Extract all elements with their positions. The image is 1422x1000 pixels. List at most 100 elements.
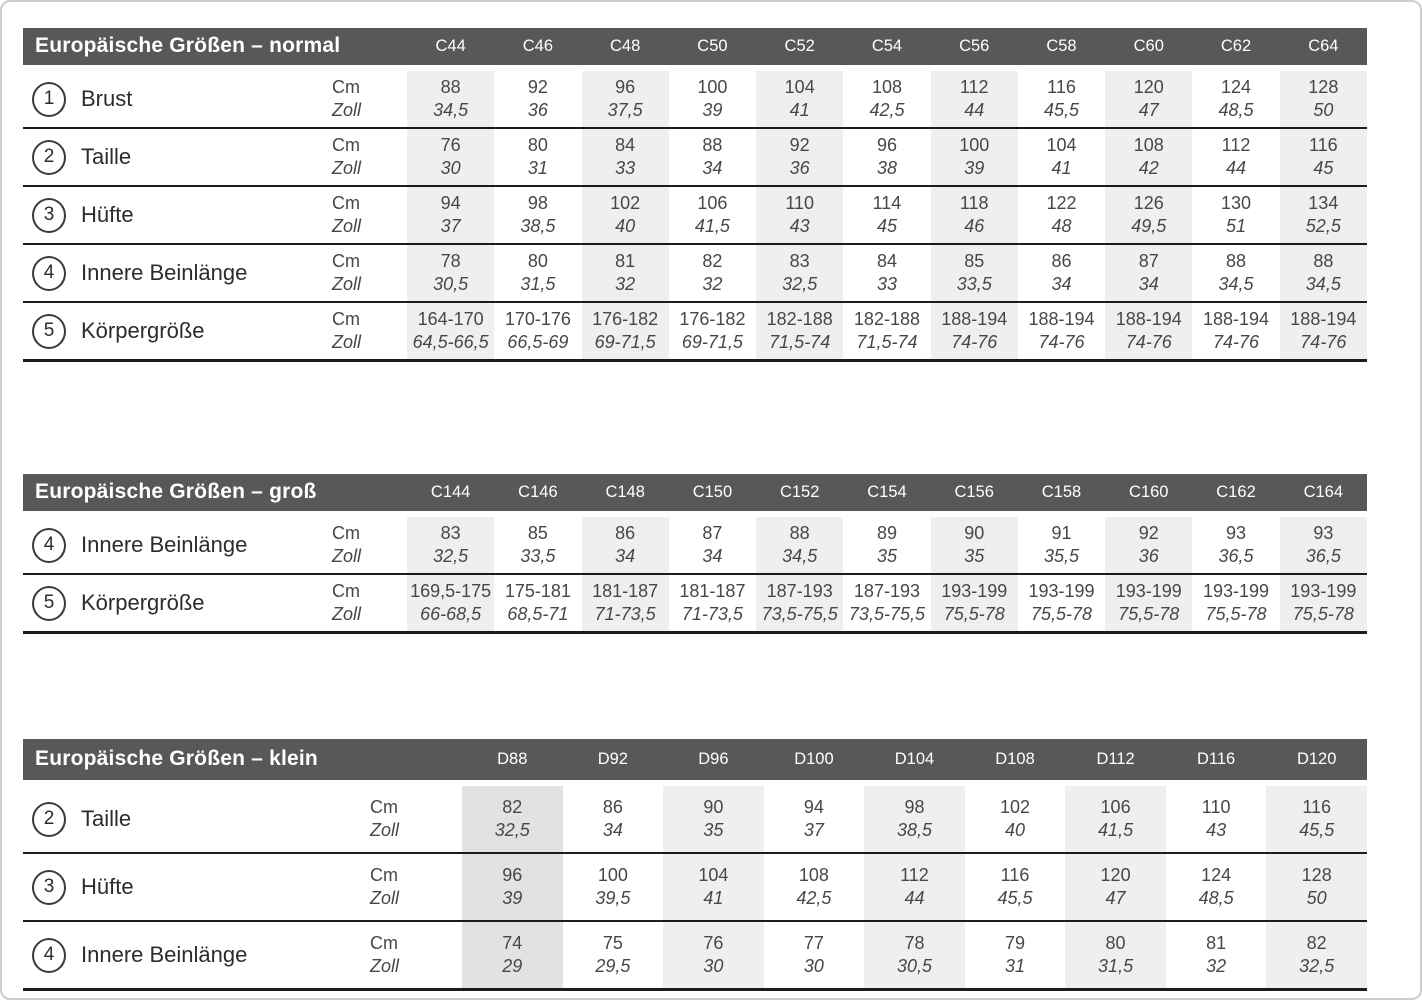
- data-cell: 98 38,5: [864, 783, 965, 854]
- cm-value: 80: [527, 135, 548, 155]
- zoll-value: 32: [1206, 956, 1227, 976]
- data-cell: 76 30: [663, 921, 764, 991]
- data-cell: 128 50: [1279, 68, 1367, 129]
- zoll-value: 48,5: [1198, 888, 1234, 908]
- zoll-value: 47: [1138, 100, 1159, 120]
- zoll-value: 39: [702, 100, 723, 120]
- data-cell: 82 32,5: [462, 783, 563, 854]
- data-cell: 134 52,5: [1279, 186, 1367, 245]
- cm-value: 83: [789, 251, 810, 271]
- zoll-value: 36: [1138, 546, 1159, 566]
- row-header: 5 Körpergröße: [23, 313, 332, 349]
- zoll-value: 32,5: [782, 274, 818, 294]
- cm-value: 77: [803, 933, 824, 953]
- cm-value: 94: [440, 193, 461, 213]
- row-number-badge: 3: [32, 869, 66, 905]
- data-cell: 176-182 69-71,5: [668, 302, 757, 362]
- cm-value: 96: [502, 865, 523, 885]
- cm-value: 98: [904, 797, 925, 817]
- table-row: 4 Innere Beinlänge Cm Zoll 83 32,5 85 33,5 86 34 8…: [23, 514, 1367, 575]
- unit-cm-label: Cm: [332, 193, 360, 213]
- row-number-badge: 3: [32, 197, 66, 233]
- data-cell: 130 51: [1192, 186, 1280, 245]
- data-cell: 88 34: [668, 128, 757, 187]
- data-cell: 84 33: [581, 128, 669, 187]
- data-cell: 96 38: [843, 128, 931, 187]
- data-cell: 82 32: [668, 244, 757, 303]
- cm-value: 86: [1051, 251, 1072, 271]
- zoll-value: 38,5: [896, 820, 932, 840]
- row-header: 5 Körpergröße: [23, 585, 332, 621]
- zoll-value: 50: [1313, 100, 1334, 120]
- data-cell: 82 32,5: [1266, 921, 1367, 991]
- zoll-value: 45,5: [1043, 100, 1080, 120]
- cm-value: 87: [1138, 251, 1159, 271]
- cm-value: 112: [900, 865, 929, 885]
- row-header: 3 Hüfte: [23, 869, 370, 905]
- zoll-value: 37: [803, 820, 824, 840]
- cm-value: 83: [440, 523, 461, 543]
- table-row: 2 Taille Cm Zoll 82 32,5 86 34 90 35 94 37 98 38,5 102…: [23, 783, 1367, 854]
- data-cell: 102 40: [581, 186, 669, 245]
- row-label: Brust: [81, 86, 133, 111]
- cm-value: 120: [1133, 77, 1164, 97]
- data-cell: 81 32: [581, 244, 669, 303]
- row-label: Hüfte: [81, 874, 134, 899]
- data-cell: 128 50: [1266, 853, 1367, 922]
- data-cell: 193-199 75,5-78: [1192, 574, 1280, 634]
- cm-value: 104: [784, 77, 815, 97]
- row-label: Körpergröße: [81, 318, 205, 343]
- data-cell: 80 31: [494, 128, 582, 187]
- cm-value: 76: [703, 933, 724, 953]
- data-cell: 116 45,5: [964, 853, 1066, 922]
- zoll-value: 74-76: [1213, 332, 1260, 352]
- cm-value: 169,5-175: [410, 581, 492, 601]
- zoll-value: 66,5-69: [507, 332, 569, 352]
- zoll-value: 49,5: [1131, 216, 1167, 236]
- data-cell: 169,5-175 66-68,5: [407, 574, 495, 634]
- cm-value: 85: [964, 251, 985, 271]
- data-cell: 104 41: [1017, 128, 1106, 187]
- cm-value: 128: [1308, 77, 1339, 97]
- column-header: C48: [581, 28, 669, 71]
- column-header: C60: [1105, 28, 1193, 71]
- zoll-value: 52,5: [1305, 216, 1341, 236]
- column-header: C146: [494, 474, 582, 517]
- data-cell: 187-193 73,5-75,5: [843, 574, 931, 634]
- unit-cm-label: Cm: [332, 251, 360, 271]
- cm-value: 187-193: [853, 581, 920, 601]
- data-cell: 80 31,5: [494, 244, 582, 303]
- cm-value: 86: [615, 523, 636, 543]
- row-label: Innere Beinlänge: [81, 532, 248, 557]
- unit-zoll-label: Zoll: [332, 216, 362, 236]
- cm-value: 82: [702, 251, 723, 271]
- table-row: 3 Hüfte Cm Zoll 94 37 98 38,5 102 40 106 41,5 110 43 1…: [23, 186, 1367, 245]
- column-header: C46: [494, 28, 582, 71]
- data-cell: 116 45: [1279, 128, 1367, 187]
- cm-value: 175-181: [504, 581, 571, 601]
- zoll-value: 51: [1226, 216, 1247, 236]
- zoll-value: 64,5-66,5: [412, 332, 489, 352]
- zoll-value: 66-68,5: [420, 604, 482, 624]
- row-number-badge: 2: [32, 139, 66, 175]
- column-header: C56: [930, 28, 1018, 71]
- cm-value: 82: [502, 797, 523, 817]
- cm-value: 176-182: [592, 309, 659, 329]
- row-header: 2 Taille: [23, 139, 332, 175]
- zoll-value: 36: [789, 158, 810, 178]
- data-cell: 83 32,5: [407, 514, 495, 575]
- zoll-value: 31: [527, 158, 548, 178]
- data-cell: 88 34,5: [1279, 244, 1367, 303]
- zoll-value: 35: [876, 546, 897, 566]
- data-cell: 87 34: [1105, 244, 1193, 303]
- data-cell: 102 40: [964, 783, 1066, 854]
- cm-value: 88: [702, 135, 723, 155]
- data-cell: 181-187 71-73,5: [668, 574, 757, 634]
- row-header: 4 Innere Beinlänge: [23, 255, 332, 291]
- data-cell: 188-194 74-76: [1017, 302, 1106, 362]
- data-cell: 104 41: [663, 853, 764, 922]
- cm-value: 92: [789, 135, 810, 155]
- cm-value: 85: [527, 523, 548, 543]
- column-header: C152: [756, 474, 844, 517]
